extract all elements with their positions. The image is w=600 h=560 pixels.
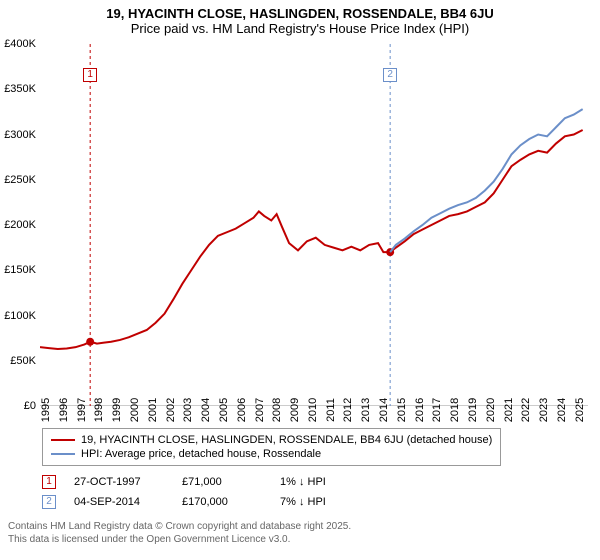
legend-item-hpi: HPI: Average price, detached house, Ross… (51, 447, 492, 461)
x-tick-label: 2001 (147, 398, 159, 422)
x-tick-label: 2019 (467, 398, 479, 422)
chart-marker-1: 1 (83, 68, 97, 82)
x-tick-label: 2010 (307, 398, 319, 422)
x-tick-label: 2020 (485, 398, 497, 422)
x-tick-label: 2024 (556, 398, 568, 422)
x-tick-label: 2012 (342, 398, 354, 422)
x-tick-label: 2011 (325, 398, 337, 422)
footer-line: This data is licensed under the Open Gov… (8, 533, 351, 546)
x-tick-label: 2005 (218, 398, 230, 422)
y-tick-label: £350K (4, 83, 36, 95)
transaction-price: £170,000 (182, 496, 262, 508)
x-tick-label: 1996 (58, 398, 70, 422)
chart-title: 19, HYACINTH CLOSE, HASLINGDEN, ROSSENDA… (0, 0, 600, 21)
transactions-table: 1 27-OCT-1997 £71,000 1% ↓ HPI 2 04-SEP-… (42, 472, 380, 512)
legend-item-price-paid: 19, HYACINTH CLOSE, HASLINGDEN, ROSSENDA… (51, 433, 492, 447)
y-tick-label: £150K (4, 264, 36, 276)
legend-swatch (51, 453, 75, 455)
x-tick-label: 2003 (182, 398, 194, 422)
x-tick-label: 2000 (129, 398, 141, 422)
legend-swatch (51, 439, 75, 441)
legend-label: HPI: Average price, detached house, Ross… (81, 448, 321, 460)
x-tick-label: 2025 (574, 398, 586, 422)
transaction-delta: 7% ↓ HPI (280, 496, 380, 508)
footer-line: Contains HM Land Registry data © Crown c… (8, 520, 351, 533)
x-tick-label: 1998 (93, 398, 105, 422)
y-tick-label: £0 (24, 400, 36, 412)
y-tick-label: £50K (10, 355, 36, 367)
x-tick-label: 2014 (378, 398, 390, 422)
x-tick-label: 2016 (414, 398, 426, 422)
chart-container: 19, HYACINTH CLOSE, HASLINGDEN, ROSSENDA… (0, 0, 600, 560)
transaction-delta: 1% ↓ HPI (280, 476, 380, 488)
y-tick-label: £100K (4, 310, 36, 322)
chart-subtitle: Price paid vs. HM Land Registry's House … (0, 21, 600, 40)
x-tick-label: 2018 (449, 398, 461, 422)
x-tick-label: 2008 (271, 398, 283, 422)
chart-area: £0£50K£100K£150K£200K£250K£300K£350K£400… (40, 44, 588, 406)
x-tick-label: 2007 (254, 398, 266, 422)
x-tick-label: 1997 (76, 398, 88, 422)
y-tick-label: £250K (4, 174, 36, 186)
legend-label: 19, HYACINTH CLOSE, HASLINGDEN, ROSSENDA… (81, 434, 492, 446)
y-tick-label: £300K (4, 129, 36, 141)
y-tick-label: £200K (4, 219, 36, 231)
footer-attribution: Contains HM Land Registry data © Crown c… (8, 520, 351, 546)
x-tick-label: 2023 (538, 398, 550, 422)
transaction-price: £71,000 (182, 476, 262, 488)
transaction-date: 27-OCT-1997 (74, 476, 164, 488)
x-tick-label: 2006 (236, 398, 248, 422)
transaction-date: 04-SEP-2014 (74, 496, 164, 508)
x-tick-label: 2004 (200, 398, 212, 422)
x-tick-label: 2013 (360, 398, 372, 422)
y-tick-label: £400K (4, 38, 36, 50)
x-tick-label: 2015 (396, 398, 408, 422)
chart-marker-2: 2 (383, 68, 397, 82)
x-tick-label: 1995 (40, 398, 52, 422)
transaction-marker: 2 (42, 495, 56, 509)
transaction-marker: 1 (42, 475, 56, 489)
x-tick-label: 2021 (503, 398, 515, 422)
x-tick-label: 2002 (165, 398, 177, 422)
x-tick-label: 2009 (289, 398, 301, 422)
x-tick-label: 1999 (111, 398, 123, 422)
transaction-row: 2 04-SEP-2014 £170,000 7% ↓ HPI (42, 492, 380, 512)
x-tick-label: 2022 (520, 398, 532, 422)
chart-plot (40, 44, 588, 406)
legend: 19, HYACINTH CLOSE, HASLINGDEN, ROSSENDA… (42, 428, 501, 466)
transaction-row: 1 27-OCT-1997 £71,000 1% ↓ HPI (42, 472, 380, 492)
x-tick-label: 2017 (431, 398, 443, 422)
